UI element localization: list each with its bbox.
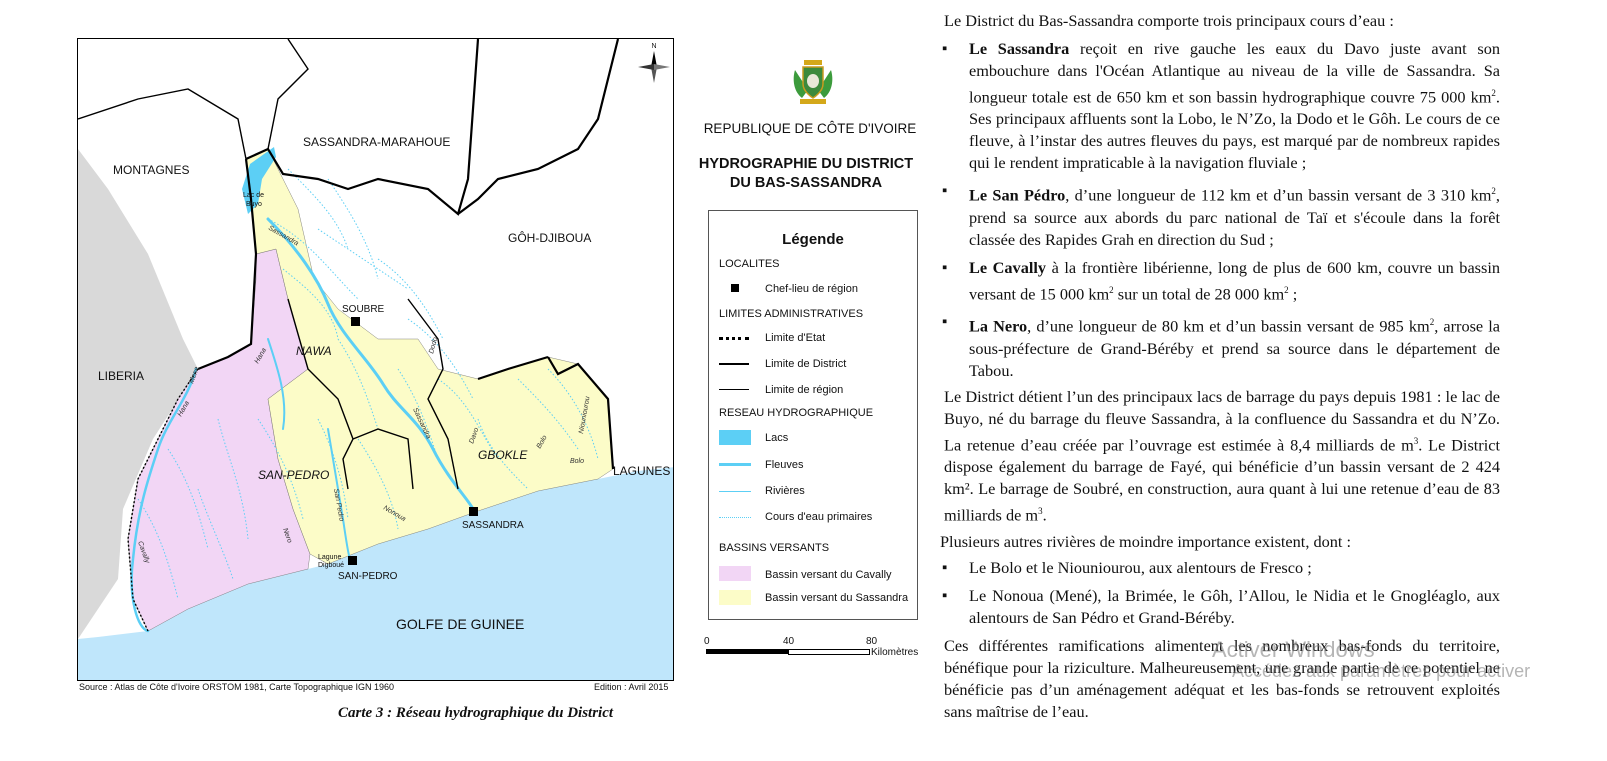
main-rivers-list: Le Sassandra reçoit en rive gauche les e…	[940, 38, 1500, 382]
legend-symbol-cours-eau	[719, 517, 751, 518]
lake-label-buyo-1: Lac de	[243, 192, 264, 199]
others-intro: Plusieurs autres rivières de moindre imp…	[940, 531, 1351, 551]
legend-section-limites: LIMITES ADMINISTRATIVES	[719, 308, 864, 320]
legend-item-chef-lieu: Chef-lieu de région	[765, 283, 858, 295]
map-edition: Edition : Avril 2015	[594, 682, 669, 692]
legend-item-bassin-cavally: Bassin versant du Cavally	[765, 569, 892, 581]
scale-tick-80: 80	[866, 636, 878, 647]
legend-symbol-bassin-cavally	[719, 566, 751, 581]
town-label-san-pedro: SAN-PEDRO	[338, 571, 398, 582]
map-legend: Légende LOCALITES Chef-lieu de région LI…	[708, 210, 918, 620]
town-marker-soubre	[351, 317, 360, 326]
legend-item-fleuves: Fleuves	[765, 459, 804, 471]
scale-tick-0: 0	[704, 636, 710, 647]
legend-item-bassin-sassandra: Bassin versant du Sassandra	[765, 592, 909, 604]
legend-section-bassins: BASSINS VERSANTS	[719, 542, 830, 554]
region-label-liberia: LIBERIA	[98, 369, 144, 383]
town-marker-sassandra	[469, 507, 478, 516]
watermark-title: Activer Windows	[1212, 637, 1375, 662]
legend-symbol-rivieres	[719, 491, 751, 492]
list-item-nonoua: Le Nonoua (Mené), la Brimée, le Gôh, l’A…	[940, 585, 1500, 629]
town-label-sassandra: SASSANDRA	[462, 520, 524, 531]
region-label-gbokle: GBOKLE	[478, 448, 528, 462]
legend-item-limite-etat: Limite d'Etat	[765, 332, 826, 344]
lagoon-label-digboue-2: Digboué	[318, 562, 344, 569]
legend-symbol-chef-lieu	[731, 284, 739, 292]
scale-tick-40: 40	[783, 636, 795, 647]
watermark-subtitle: Accédez aux paramètres pour activer	[1232, 661, 1531, 681]
river-label-nero: Nero	[281, 527, 293, 544]
north-label: N	[651, 43, 656, 50]
lakes-paragraph: Le District détient l’un des principaux …	[944, 386, 1500, 525]
region-label-san-pedro: SAN-PEDRO	[258, 468, 329, 482]
north-arrow-icon: N	[638, 43, 670, 83]
legend-symbol-bassin-sassandra	[719, 590, 751, 605]
hydrography-map: N MONTAGNES SASSANDRA-MARAHOUE GÔH-DJIBO…	[77, 38, 674, 681]
list-item-sassandra: Le Sassandra reçoit en rive gauche les e…	[940, 38, 1500, 174]
legend-title: Légende	[782, 231, 844, 248]
closing-paragraph: Ces différentes ramifications alimentent…	[944, 635, 1500, 721]
legend-item-cours-eau: Cours d'eau primaires	[765, 511, 873, 523]
river-label-dodo: Dodo	[428, 336, 439, 354]
intro-paragraph: Le District du Bas-Sassandra comporte tr…	[944, 11, 1394, 30]
legend-item-limite-region: Limite de région	[765, 384, 844, 396]
legend-item-limite-district: Limite de District	[765, 358, 847, 370]
region-label-goh-djiboua: GÔH-DJIBOUA	[508, 230, 591, 245]
legend-symbol-fleuves	[719, 463, 751, 466]
list-item-cavally: Le Cavally à la frontière libérienne, lo…	[940, 257, 1500, 305]
scale-bar: 0 40 80 Kilomètres	[704, 636, 934, 666]
legend-symbol-limite-district	[719, 363, 749, 365]
legend-symbol-lacs	[719, 430, 751, 445]
map-source: Source : Atlas de Côte d'Ivoire ORSTOM 1…	[79, 682, 395, 692]
coat-of-arms-icon	[793, 60, 833, 104]
scale-segment-light	[788, 649, 870, 655]
boundaries	[78, 39, 620, 632]
liberia-area	[78, 149, 198, 639]
region-label-sassandra-marahoue: SASSANDRA-MARAHOUE	[303, 135, 450, 149]
list-item-bolo: Le Bolo et le Niouniourou, aux alentours…	[940, 557, 1500, 579]
list-item-san-pedro: Le San Pédro, d’une longueur de 112 km e…	[940, 180, 1500, 250]
region-label-montagnes: MONTAGNES	[113, 163, 189, 177]
legend-item-rivieres: Rivières	[765, 485, 805, 497]
sea-area	[78, 467, 673, 680]
lake-label-buyo-2: Buyo	[246, 201, 262, 208]
sea-label: GOLFE DE GUINEE	[396, 616, 524, 632]
legend-symbol-limite-etat	[719, 337, 749, 340]
map-caption: Carte 3 : Réseau hydrographique du Distr…	[338, 705, 614, 721]
text-column: Le District du Bas-Sassandra comporte tr…	[940, 10, 1500, 723]
river-label-bolo-2: Bolo	[570, 458, 584, 465]
windows-activation-watermark: Activer Windows Accédez aux paramètres p…	[1212, 637, 1530, 682]
list-item-nero: La Nero, d’une longueur de 80 km et d’un…	[940, 311, 1500, 381]
legend-symbol-limite-region	[719, 389, 749, 390]
scale-segment-dark	[706, 649, 788, 654]
region-label-lagunes: LAGUNES	[613, 464, 670, 478]
primary-streams	[137, 168, 599, 600]
town-label-soubre: SOUBRE	[342, 304, 385, 315]
scale-unit: Kilomètres	[871, 647, 919, 658]
other-rivers-list: Le Bolo et le Niouniourou, aux alentours…	[940, 557, 1500, 629]
region-label-nawa: NAWA	[296, 344, 332, 358]
main-rivers	[130, 217, 475, 633]
map-title-line2: DU BAS-SASSANDRA	[729, 175, 883, 191]
legend-section-localites: LOCALITES	[719, 258, 780, 270]
map-title-line1: HYDROGRAPHIE DU DISTRICT	[698, 156, 914, 172]
town-marker-san-pedro	[348, 556, 357, 565]
legend-item-lacs: Lacs	[765, 432, 789, 444]
map-drawing: N MONTAGNES SASSANDRA-MARAHOUE GÔH-DJIBO…	[78, 39, 673, 680]
lagoon-label-digboue-1: Lagune	[318, 554, 341, 561]
legend-section-reseau: RESEAU HYDROGRAPHIQUE	[719, 407, 874, 419]
republic-label: REPUBLIQUE DE CÔTE D'IVOIRE	[703, 121, 917, 136]
